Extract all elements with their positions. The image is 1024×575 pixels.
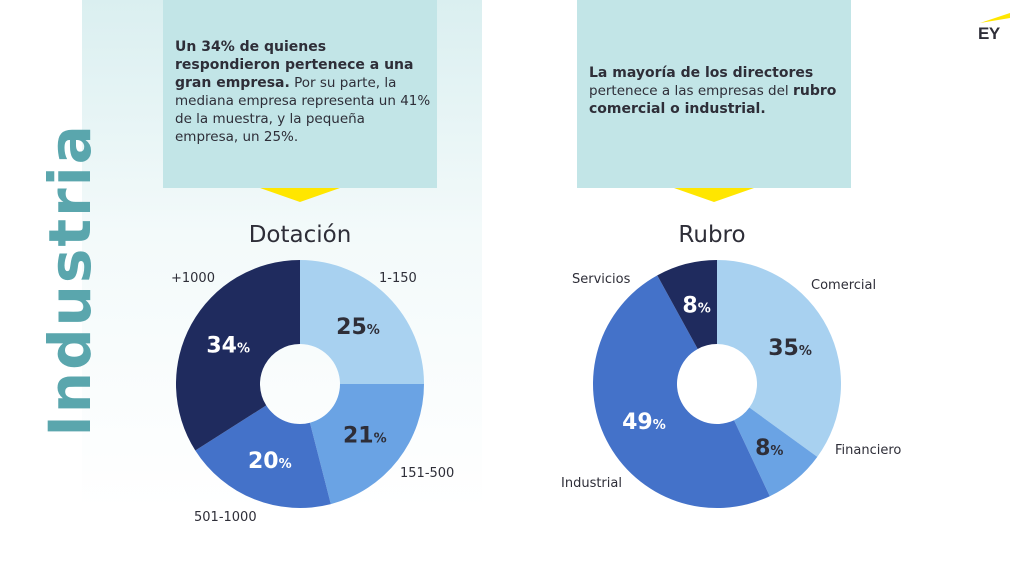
ey-logo-mark — [980, 13, 1010, 23]
slice-151-500 — [309, 384, 424, 505]
value-label-501-1000: 20% — [248, 449, 292, 474]
slice-1000 — [175, 260, 300, 451]
slice-servicios — [657, 260, 717, 349]
callout-rubro-bold-2: rubro comercial o industrial. — [589, 83, 837, 117]
value-label-1000: 34% — [206, 333, 250, 358]
callout-dotacion-text: Un 34% de quienes respondieron pertenece… — [175, 38, 431, 146]
value-label-1-150: 25% — [336, 315, 380, 340]
label-151-500: 151-500 — [400, 466, 455, 481]
label-industrial: Industrial — [561, 476, 622, 491]
callout-dotacion-arrow — [260, 188, 340, 202]
value-label-comercial: 35% — [768, 336, 812, 361]
label-servicios: Servicios — [572, 272, 631, 287]
chart-title-rubro: Rubro — [678, 222, 746, 248]
chart-title-dotacion: Dotación — [248, 222, 352, 248]
value-label-financiero: 8% — [755, 436, 783, 461]
slice-comercial — [717, 260, 841, 457]
ey-logo: EY — [978, 10, 1012, 44]
slice-financiero — [734, 407, 818, 497]
label-comercial: Comercial — [811, 278, 877, 293]
label-plus-1000: +1000 — [171, 271, 215, 286]
slice-501-1000 — [195, 405, 331, 508]
callout-rubro: La mayoría de los directores pertenece a… — [577, 0, 851, 202]
value-label-industrial: 49% — [622, 410, 666, 435]
callout-dotacion-bold: Un 34% de quienes respondieron pertenece… — [175, 39, 414, 91]
value-label-servicios: 8% — [682, 294, 710, 319]
callout-rubro-normal: pertenece a las empresas del — [589, 83, 793, 99]
value-label-151-500: 21% — [343, 423, 387, 448]
label-financiero: Financiero — [835, 443, 902, 458]
callout-rubro-text: La mayoría de los directores pertenece a… — [589, 64, 845, 118]
callout-rubro-bold-1: La mayoría de los directores — [589, 65, 814, 81]
slice-1-150 — [300, 260, 424, 384]
label-501-1000: 501-1000 — [194, 510, 257, 525]
callout-dotacion-normal: Por su parte, la mediana empresa represe… — [175, 75, 431, 145]
slice-industrial — [593, 275, 770, 508]
label-1-150: 1-150 — [379, 271, 417, 286]
callout-rubro-arrow — [674, 188, 754, 202]
ey-logo-text: EY — [978, 24, 1000, 43]
callout-dotacion: Un 34% de quienes respondieron pertenece… — [163, 0, 437, 202]
